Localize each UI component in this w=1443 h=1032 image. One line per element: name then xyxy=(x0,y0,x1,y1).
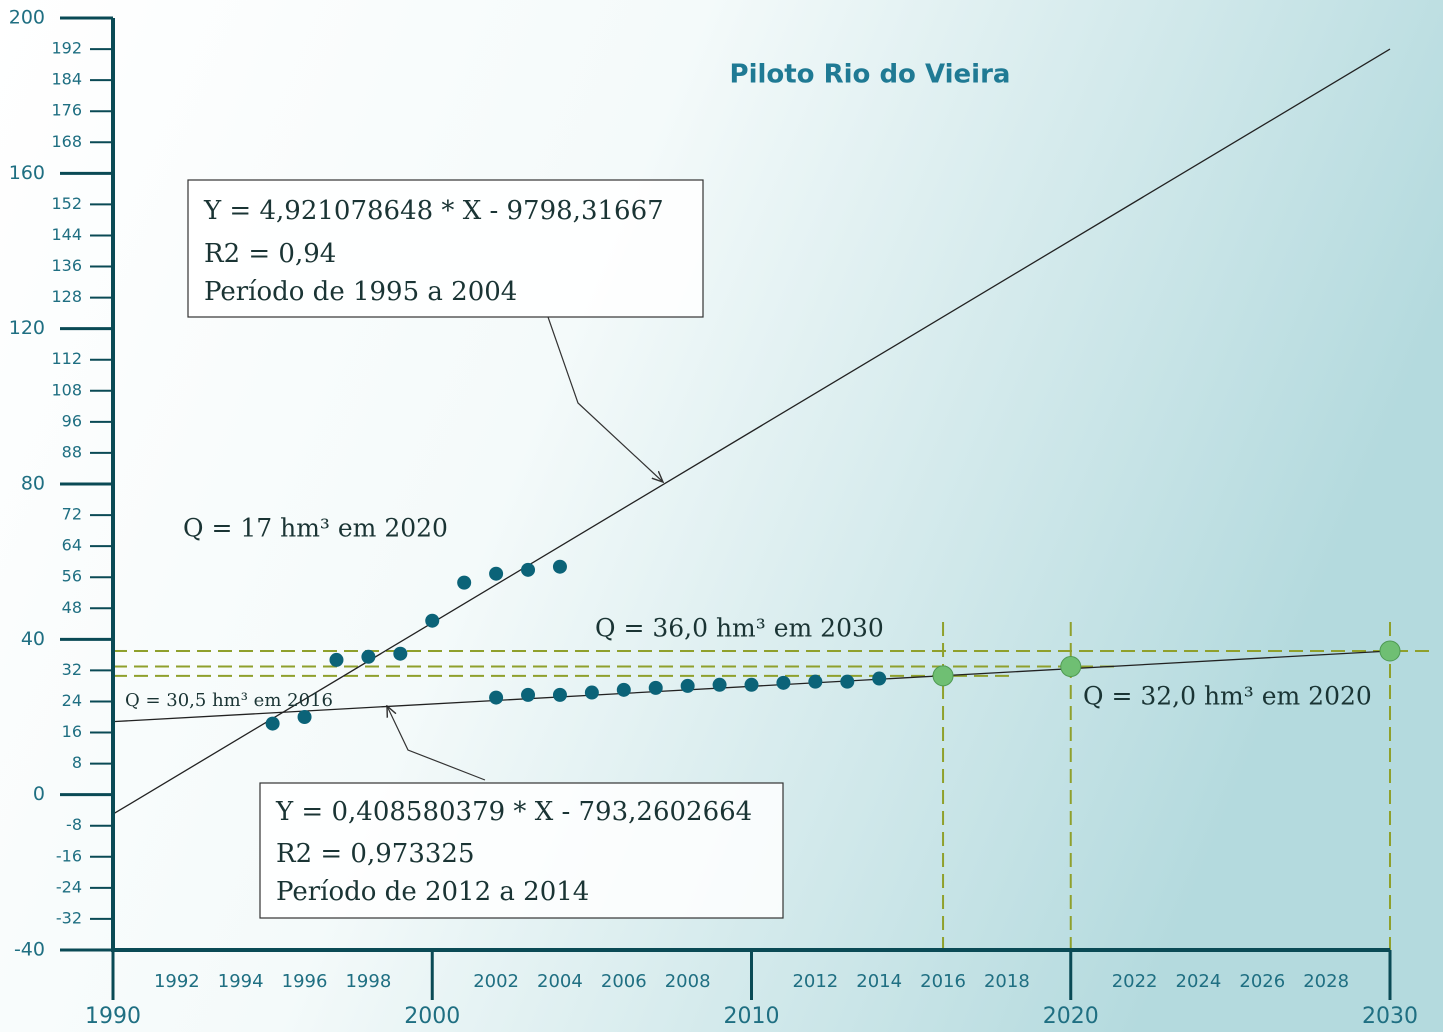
y-minor-tick-label: 16 xyxy=(62,722,82,741)
y-tick-label: 0 xyxy=(33,783,45,805)
y-minor-tick-label: 112 xyxy=(51,349,82,368)
equation-text: R2 = 0,94 xyxy=(204,239,336,269)
data-point xyxy=(489,690,504,705)
equation-text: Y = 4,921078648 * X - 9798,31667 xyxy=(203,196,664,226)
x-minor-tick-label: 2024 xyxy=(1176,971,1222,992)
trend-line xyxy=(112,48,1391,815)
x-minor-tick-label: 2004 xyxy=(537,971,583,992)
x-minor-tick-label: 2012 xyxy=(792,971,838,992)
y-minor-tick-label: 88 xyxy=(62,442,82,461)
y-minor-tick-label: 192 xyxy=(51,39,82,58)
data-point xyxy=(329,652,344,667)
x-tick-label: 2000 xyxy=(404,1004,460,1029)
equation-text: R2 = 0,973325 xyxy=(276,839,475,869)
data-point xyxy=(616,682,631,697)
data-point xyxy=(808,674,823,689)
data-point xyxy=(584,685,599,700)
y-tick-label: -40 xyxy=(14,939,45,961)
data-point xyxy=(680,678,695,693)
y-minor-tick-label: 24 xyxy=(62,691,82,710)
y-minor-tick-label: 48 xyxy=(62,598,82,617)
x-minor-tick-label: 2028 xyxy=(1303,971,1349,992)
annotation: Q = 36,0 hm³ em 2030 xyxy=(595,614,884,643)
data-point xyxy=(872,671,887,686)
x-tick-label: 2030 xyxy=(1362,1004,1418,1029)
data-point xyxy=(393,646,408,661)
y-minor-tick-label: 176 xyxy=(51,101,82,120)
y-minor-tick-label: -32 xyxy=(56,908,82,927)
y-minor-tick-label: 128 xyxy=(51,287,82,306)
y-minor-tick-label: 108 xyxy=(51,380,82,399)
data-point xyxy=(361,649,376,664)
x-minor-tick-label: 1994 xyxy=(218,971,264,992)
data-point xyxy=(712,677,727,692)
x-tick-label: 2020 xyxy=(1043,1004,1099,1029)
x-minor-tick-label: 2006 xyxy=(601,971,647,992)
data-point xyxy=(489,566,504,581)
chart-title: Piloto Rio do Vieira xyxy=(730,60,1011,90)
y-minor-tick-label: 72 xyxy=(62,505,82,524)
projection-point xyxy=(1060,656,1082,678)
y-tick-label: 160 xyxy=(9,162,45,184)
y-minor-tick-label: 184 xyxy=(51,70,82,89)
data-point xyxy=(457,575,472,590)
callout-arrow xyxy=(547,316,663,482)
y-minor-tick-label: 136 xyxy=(51,256,82,275)
data-point xyxy=(521,562,536,577)
data-point xyxy=(776,675,791,690)
x-minor-tick-label: 1996 xyxy=(282,971,328,992)
x-minor-tick-label: 2008 xyxy=(665,971,711,992)
y-minor-tick-label: 168 xyxy=(51,132,82,151)
data-point xyxy=(552,559,567,574)
data-point xyxy=(840,674,855,689)
x-minor-tick-label: 2002 xyxy=(473,971,519,992)
x-minor-tick-label: 1992 xyxy=(154,971,200,992)
data-point xyxy=(265,716,280,731)
data-point xyxy=(744,677,759,692)
data-point xyxy=(648,680,663,695)
data-point xyxy=(521,687,536,702)
y-minor-tick-label: 8 xyxy=(72,753,82,772)
annotation: Q = 32,0 hm³ em 2020 xyxy=(1083,682,1372,711)
y-minor-tick-label: 152 xyxy=(51,194,82,213)
y-minor-tick-label: 56 xyxy=(62,567,82,586)
y-minor-tick-label: -8 xyxy=(66,815,82,834)
data-point xyxy=(552,687,567,702)
x-minor-tick-label: 2018 xyxy=(984,971,1030,992)
y-minor-tick-label: 32 xyxy=(62,660,82,679)
y-tick-label: 200 xyxy=(9,7,45,29)
y-minor-tick-label: -24 xyxy=(56,877,82,896)
y-minor-tick-label: 96 xyxy=(62,411,82,430)
x-tick-label: 2010 xyxy=(724,1004,780,1029)
equation-text: Período de 1995 a 2004 xyxy=(204,277,517,307)
callout-arrow xyxy=(387,706,486,781)
equation-box xyxy=(187,179,704,318)
y-tick-label: 80 xyxy=(21,473,45,495)
equation-box xyxy=(259,782,784,919)
y-minor-tick-label: 64 xyxy=(62,536,82,555)
annotation: Q = 17 hm³ em 2020 xyxy=(183,514,448,543)
data-point xyxy=(425,613,440,628)
projection-point xyxy=(932,665,954,687)
x-tick-label: 1990 xyxy=(85,1004,141,1029)
equation-text: Y = 0,408580379 * X - 793,2602664 xyxy=(275,797,752,827)
x-minor-tick-label: 2026 xyxy=(1239,971,1285,992)
y-tick-label: 120 xyxy=(9,317,45,339)
y-minor-tick-label: -16 xyxy=(56,846,82,865)
data-point xyxy=(297,710,312,724)
x-minor-tick-label: 1998 xyxy=(345,971,391,992)
equation-text: Período de 2012 a 2014 xyxy=(276,877,589,907)
x-minor-tick-label: 2016 xyxy=(920,971,966,992)
projection-point xyxy=(1379,640,1401,662)
y-tick-label: 40 xyxy=(21,628,45,650)
annotation: Q = 30,5 hm³ em 2016 xyxy=(125,690,333,711)
y-minor-tick-label: 144 xyxy=(51,225,82,244)
x-minor-tick-label: 2014 xyxy=(856,971,902,992)
x-minor-tick-label: 2022 xyxy=(1112,971,1158,992)
